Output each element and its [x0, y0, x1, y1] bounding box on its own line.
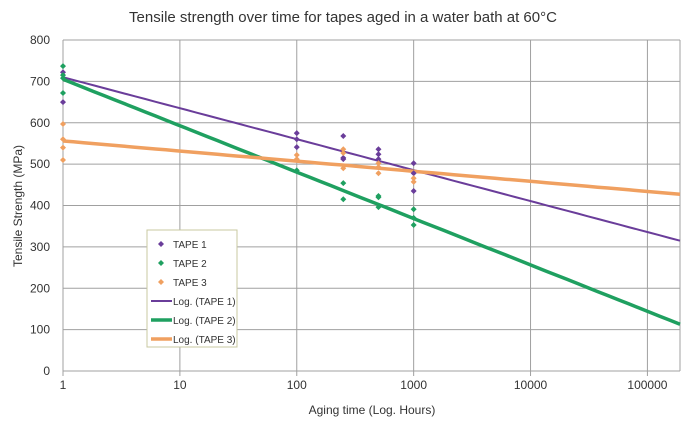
- data-point: [60, 136, 66, 143]
- y-tick-label: 700: [30, 74, 50, 88]
- x-axis-label: Aging time (Log. Hours): [309, 403, 436, 417]
- x-tick-label: 100: [287, 378, 307, 392]
- trendlines: [62, 76, 681, 326]
- data-point: [340, 132, 347, 139]
- data-point: [293, 136, 300, 143]
- data-point: [60, 144, 66, 151]
- y-tick-label: 100: [30, 323, 50, 337]
- data-point: [375, 151, 382, 158]
- data-point: [293, 130, 300, 137]
- x-tick-label: 1: [60, 378, 67, 392]
- data-point: [60, 99, 66, 106]
- data-point: [410, 160, 417, 167]
- data-point: [410, 170, 417, 177]
- data-point: [60, 89, 66, 96]
- data-point: [375, 170, 382, 177]
- y-tick-label: 400: [30, 199, 50, 213]
- data-point: [340, 146, 347, 153]
- y-tick-label: 500: [30, 157, 50, 171]
- x-tick-label: 1000: [400, 378, 427, 392]
- data-point: [375, 204, 382, 211]
- data-point: [410, 206, 417, 213]
- x-tick-label: 10: [173, 378, 187, 392]
- data-point: [375, 160, 382, 167]
- data-point: [375, 194, 382, 201]
- legend-label: Log. (TAPE 3): [173, 335, 236, 346]
- data-point: [60, 63, 66, 70]
- legend-label: Log. (TAPE 1): [173, 297, 236, 308]
- x-tick-label: 100000: [627, 378, 667, 392]
- legend-label: Log. (TAPE 2): [173, 316, 236, 327]
- y-tick-label: 600: [30, 116, 50, 130]
- chart-title: Tensile strength over time for tapes age…: [129, 9, 557, 26]
- data-point: [340, 180, 347, 187]
- data-point: [340, 165, 347, 172]
- data-point: [60, 156, 66, 163]
- y-axis-label: Tensile Strength (MPa): [11, 145, 25, 267]
- data-point: [60, 120, 66, 127]
- data-point: [410, 214, 417, 221]
- data-points: [60, 63, 417, 228]
- trendline: [62, 139, 681, 197]
- data-point: [410, 188, 417, 195]
- data-point: [375, 164, 382, 171]
- legend: TAPE 1 TAPE 2 TAPE 3 Log. (TAPE 1) Log. (TAP…: [146, 229, 238, 348]
- y-tick-label: 300: [30, 240, 50, 254]
- legend-box: [146, 229, 238, 348]
- data-point: [410, 178, 417, 185]
- legend-label: TAPE 1: [173, 240, 207, 251]
- legend-marker: [158, 260, 164, 266]
- data-point: [410, 175, 417, 182]
- legend-label: TAPE 2: [173, 259, 207, 270]
- data-point: [293, 156, 300, 163]
- data-point: [340, 196, 347, 203]
- data-point: [340, 156, 347, 163]
- tick-labels: 0 100 200 300 400 500 600 700 800 1 10 100 1000 10000…: [30, 33, 668, 392]
- data-point: [60, 75, 66, 82]
- legend-label: TAPE 3: [173, 278, 207, 289]
- trendline: [62, 77, 681, 326]
- y-tick-label: 200: [30, 281, 50, 295]
- y-tick-label: 0: [43, 364, 50, 378]
- data-point: [375, 146, 382, 153]
- data-point: [340, 149, 347, 156]
- data-point: [410, 221, 417, 228]
- y-tick-label: 800: [30, 33, 50, 47]
- data-point: [293, 144, 300, 151]
- legend-marker: [158, 241, 164, 247]
- data-point: [293, 152, 300, 159]
- trendline: [62, 76, 681, 242]
- data-point: [375, 156, 382, 163]
- data-point: [293, 167, 300, 174]
- x-tick-label: 10000: [514, 378, 548, 392]
- legend-marker: [158, 279, 164, 285]
